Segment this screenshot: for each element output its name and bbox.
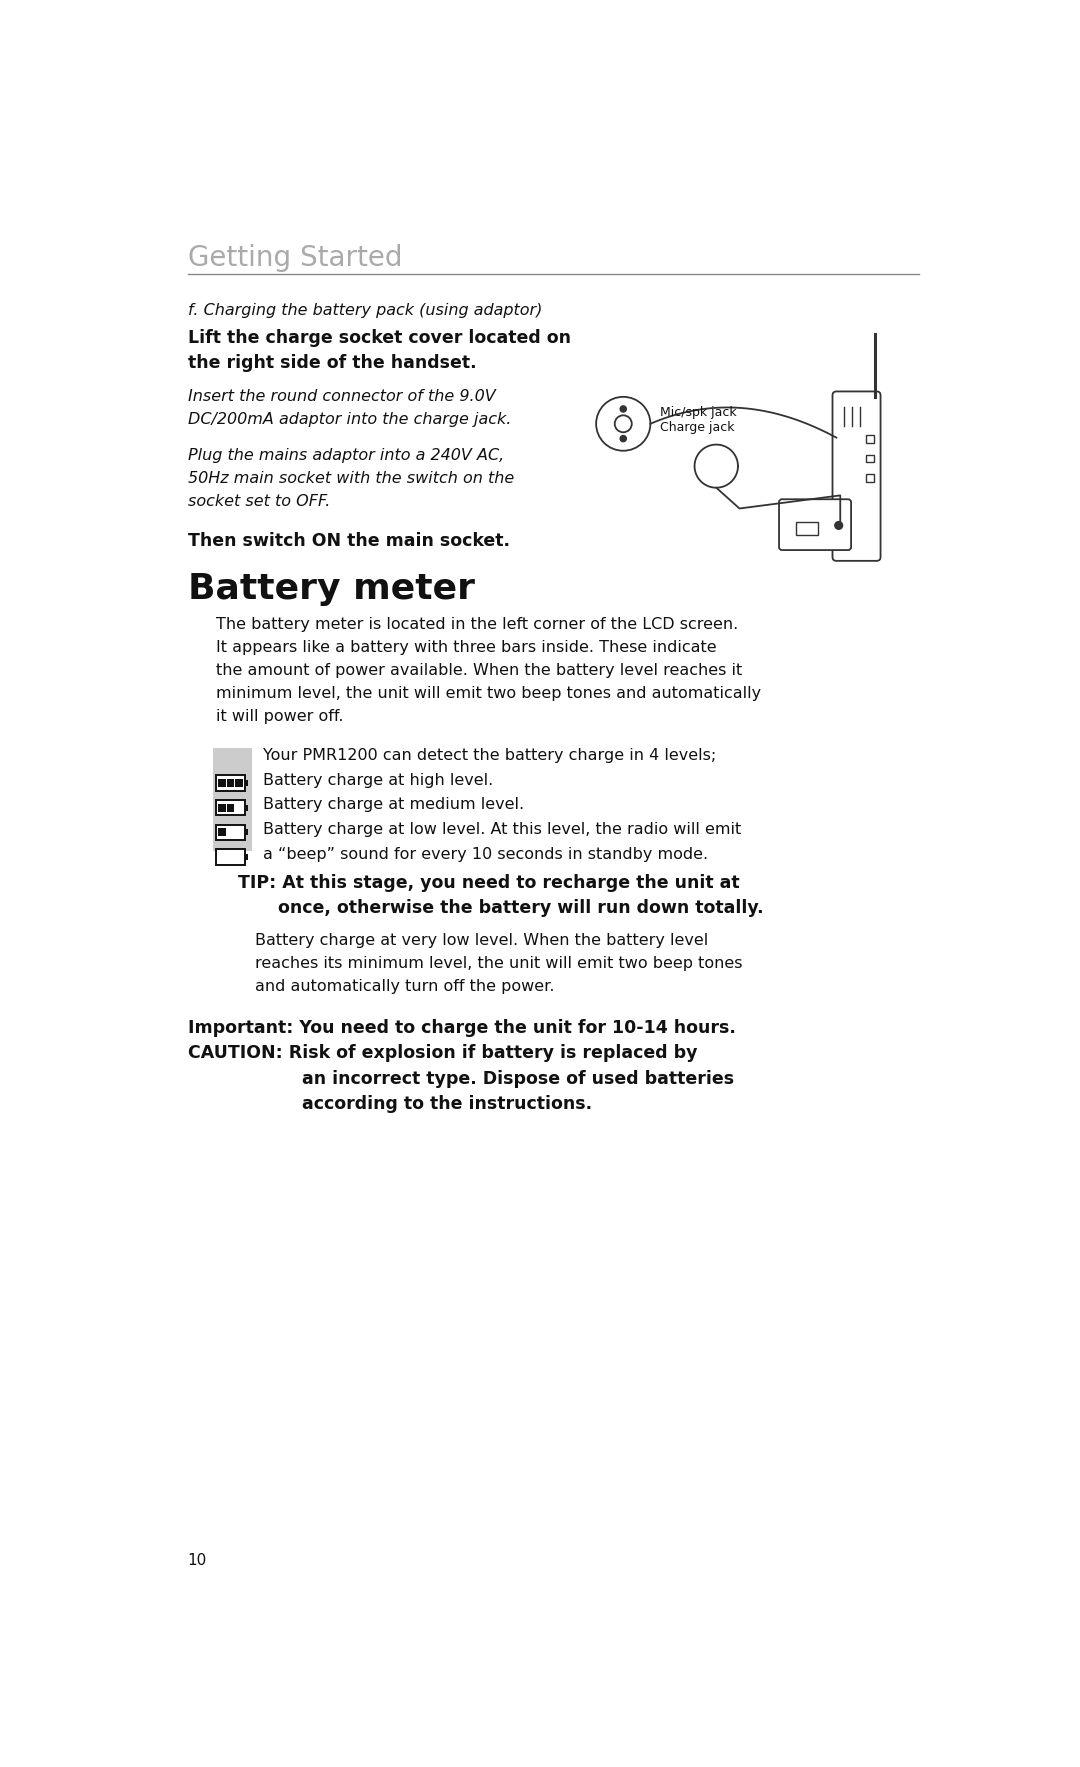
Text: Getting Started: Getting Started [188,244,402,272]
Bar [235,779,243,786]
Bar [216,800,245,815]
FancyBboxPatch shape [779,500,851,550]
Bar [245,853,248,861]
Text: f. Charging the battery pack (using adaptor): f. Charging the battery pack (using adap… [188,302,542,318]
Text: the amount of power available. When the battery level reaches it: the amount of power available. When the … [216,663,743,679]
Bar [866,435,874,444]
Text: CAUTION: Risk of explosion if battery is replaced by: CAUTION: Risk of explosion if battery is… [188,1044,698,1062]
Text: minimum level, the unit will emit two beep tones and automatically: minimum level, the unit will emit two be… [216,686,761,701]
Circle shape [620,406,626,412]
Bar [216,825,245,839]
Text: and automatically turn off the power.: and automatically turn off the power. [255,979,555,995]
Text: the right side of the handset.: the right side of the handset. [188,353,476,371]
Text: according to the instructions.: according to the instructions. [301,1096,592,1113]
Text: 10: 10 [188,1553,207,1569]
Text: 50Hz main socket with the switch on the: 50Hz main socket with the switch on the [188,470,514,486]
Bar [227,779,234,786]
Bar [866,454,874,463]
Text: reaches its minimum level, the unit will emit two beep tones: reaches its minimum level, the unit will… [255,956,743,970]
Text: Battery charge at high level.: Battery charge at high level. [262,772,494,788]
Bar [245,804,248,811]
Circle shape [835,521,842,530]
Circle shape [620,435,626,442]
Bar [216,776,245,790]
Text: Battery charge at medium level.: Battery charge at medium level. [262,797,524,813]
Bar [216,850,245,864]
Text: Battery charge at very low level. When the battery level: Battery charge at very low level. When t… [255,933,708,947]
Bar [245,779,248,786]
FancyBboxPatch shape [833,392,880,560]
Text: The battery meter is located in the left corner of the LCD screen.: The battery meter is located in the left… [216,617,739,633]
Text: Mic/spk jack: Mic/spk jack [661,406,737,419]
Bar [218,779,226,786]
Text: Battery meter: Battery meter [188,573,475,606]
Bar [218,829,226,836]
Text: socket set to OFF.: socket set to OFF. [188,493,330,509]
Bar [218,804,226,811]
Bar [227,804,234,811]
Bar [796,521,818,535]
Text: Battery charge at low level. At this level, the radio will emit: Battery charge at low level. At this lev… [262,822,741,838]
Text: Important: You need to charge the unit for 10-14 hours.: Important: You need to charge the unit f… [188,1020,735,1037]
Text: once, otherwise the battery will run down totally.: once, otherwise the battery will run dow… [279,899,764,917]
Text: Insert the round connector of the 9.0V: Insert the round connector of the 9.0V [188,389,496,405]
Bar [213,747,252,852]
Text: an incorrect type. Dispose of used batteries: an incorrect type. Dispose of used batte… [301,1069,733,1088]
Text: It appears like a battery with three bars inside. These indicate: It appears like a battery with three bar… [216,640,717,656]
Text: Plug the mains adaptor into a 240V AC,: Plug the mains adaptor into a 240V AC, [188,447,504,463]
Text: Then switch ON the main socket.: Then switch ON the main socket. [188,532,510,550]
Text: Your PMR1200 can detect the battery charge in 4 levels;: Your PMR1200 can detect the battery char… [262,747,716,763]
Text: it will power off.: it will power off. [216,710,343,724]
Bar [866,474,874,482]
Bar [245,829,248,836]
Text: TIP: At this stage, you need to recharge the unit at: TIP: At this stage, you need to recharge… [238,875,740,892]
Text: Charge jack: Charge jack [661,422,735,435]
Text: a “beep” sound for every 10 seconds in standby mode.: a “beep” sound for every 10 seconds in s… [262,846,708,862]
Text: Lift the charge socket cover located on: Lift the charge socket cover located on [188,329,570,346]
Text: DC/200mA adaptor into the charge jack.: DC/200mA adaptor into the charge jack. [188,412,511,428]
